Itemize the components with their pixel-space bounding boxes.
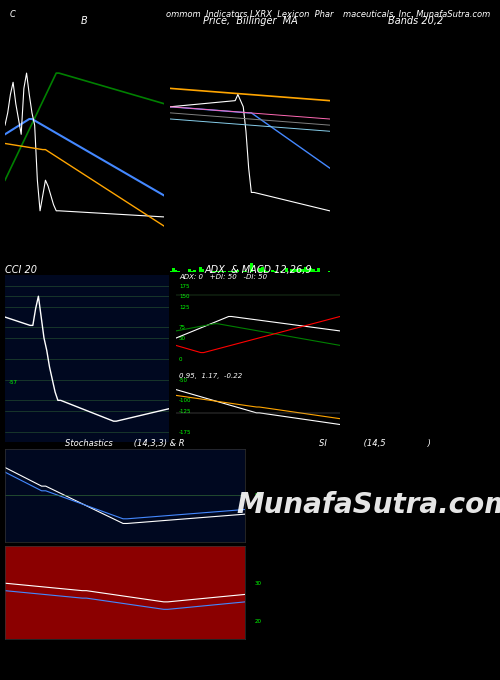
Bar (177, 271, 180, 272)
Bar (250, 263, 253, 272)
Text: -57: -57 (8, 380, 18, 385)
Text: maceuticals, Inc. MunafaSutra.com: maceuticals, Inc. MunafaSutra.com (343, 10, 490, 19)
Bar (169, 271, 172, 272)
Bar (274, 271, 277, 272)
Title: Bands 20,2: Bands 20,2 (388, 16, 443, 27)
Bar (298, 269, 302, 272)
Title: Stochastics        (14,3,3) & R: Stochastics (14,3,3) & R (66, 439, 185, 448)
Bar (198, 267, 202, 272)
Bar (190, 271, 194, 272)
Text: ommom  Indicators LXRX  Lexicon  Phar: ommom Indicators LXRX Lexicon Phar (166, 10, 334, 19)
Title: SI              (14,5                ): SI (14,5 ) (319, 439, 431, 448)
Bar (309, 268, 312, 272)
Bar (285, 269, 288, 272)
Bar (314, 271, 318, 272)
Bar (264, 269, 266, 272)
Bar (234, 271, 236, 272)
Bar (318, 268, 320, 272)
Text: MunafaSutra.com: MunafaSutra.com (236, 491, 500, 519)
Bar (172, 267, 174, 272)
Bar (290, 269, 293, 272)
Bar (223, 271, 226, 272)
Title: B: B (81, 16, 88, 27)
Bar (174, 270, 178, 272)
Bar (242, 271, 244, 272)
Bar (306, 270, 310, 272)
Text: 0.95,  1.17,  -0.22: 0.95, 1.17, -0.22 (179, 373, 242, 379)
Bar (236, 270, 240, 272)
Bar (260, 267, 264, 272)
Bar (188, 269, 191, 272)
Bar (272, 271, 274, 272)
Bar (304, 267, 306, 272)
Text: CCI 20: CCI 20 (5, 265, 37, 275)
Text: C: C (10, 10, 16, 19)
Bar (202, 269, 204, 272)
Bar (258, 268, 261, 272)
Bar (215, 271, 218, 272)
Title: ADX  & MACD 12,26,9: ADX & MACD 12,26,9 (204, 265, 312, 275)
Bar (301, 269, 304, 272)
Title: Price,  Billinger  MA: Price, Billinger MA (202, 16, 298, 27)
Text: ADX: 0   +DI: 50   -DI: 50: ADX: 0 +DI: 50 -DI: 50 (179, 273, 267, 279)
Bar (296, 269, 298, 272)
Bar (280, 271, 282, 272)
Bar (312, 269, 315, 272)
Bar (244, 271, 248, 272)
Bar (293, 269, 296, 272)
Bar (194, 270, 196, 272)
Bar (218, 271, 220, 272)
